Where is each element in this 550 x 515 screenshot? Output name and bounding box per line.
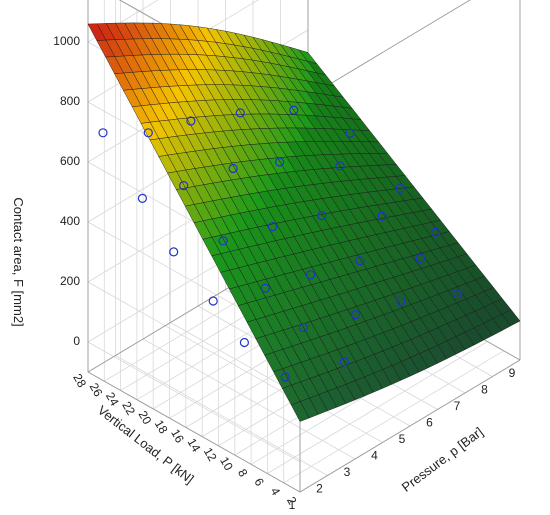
surface-mesh (87, 22, 521, 422)
data-point (452, 289, 462, 299)
grid-line-y-floor (283, 350, 504, 484)
data-point (396, 296, 406, 306)
x-tick-label: 2 (316, 482, 323, 496)
data-point (208, 296, 218, 306)
data-point (431, 227, 441, 237)
grid-line-x-floor (170, 322, 383, 443)
data-point (275, 157, 285, 167)
data-point (218, 236, 228, 246)
data-point (335, 161, 345, 171)
data-point (228, 163, 238, 174)
data-point (239, 337, 249, 348)
data-point (289, 105, 299, 115)
y-tick-label: 28 (70, 371, 89, 390)
grid-line-x-floor (115, 355, 328, 476)
y-tick-label: 8 (235, 466, 251, 479)
y-tick-label: 16 (168, 427, 187, 446)
x-tick-label: 7 (454, 399, 461, 413)
data-point (415, 253, 425, 264)
tick-labels: 0200400600800100012001234567892468101214… (53, 34, 516, 512)
data-point (280, 372, 290, 382)
y-tick-label: 14 (185, 436, 204, 455)
y-tick-label: 20 (136, 408, 155, 427)
y-tick-label: 24 (103, 390, 122, 409)
data-point (298, 322, 308, 332)
data-point (355, 256, 365, 266)
grid-line-z-left (87, 281, 301, 403)
y-tick-label: 18 (152, 418, 171, 437)
data-point (179, 181, 189, 191)
data-point (260, 283, 270, 293)
z-tick-label: 800 (60, 94, 80, 108)
x-tick-label: 5 (399, 432, 406, 446)
data-point (395, 183, 405, 193)
x-tick-label: 3 (344, 465, 351, 479)
data-point (267, 222, 278, 232)
data-point (351, 310, 361, 320)
box-edge (299, 359, 521, 493)
y-tick-label: 4 (268, 485, 284, 498)
x-tick-label: 8 (481, 383, 488, 397)
data-point (339, 357, 349, 367)
z-axis-title: Contact area, F [mm2] (11, 197, 26, 326)
data-point (186, 116, 196, 126)
x-tick-label: 6 (426, 416, 433, 430)
data-point (98, 128, 108, 138)
z-tick-label: 400 (60, 214, 80, 228)
x-tick-label: 9 (509, 366, 516, 380)
data-point (317, 210, 327, 221)
grid-line-x-floor (142, 338, 356, 460)
y-tick-label: 10 (217, 454, 236, 473)
data-point (377, 211, 387, 221)
x-tick-label: 4 (371, 449, 378, 463)
box-edge (299, 0, 471, 103)
y-tick-label: 22 (119, 399, 138, 418)
z-tick-label: 0 (73, 334, 80, 348)
box-edge (87, 371, 301, 493)
data-point (345, 128, 355, 138)
data-point (169, 247, 179, 257)
data-point (143, 128, 153, 138)
grid-line-y-floor (267, 341, 488, 474)
grid-line-z-left (87, 341, 301, 463)
y-tick-label: 6 (251, 476, 267, 489)
data-points (98, 105, 462, 382)
data-point (235, 108, 245, 118)
data-point (137, 193, 147, 203)
x-axis-title: Pressure, p [Bar] (399, 424, 486, 495)
grid-line-z-back (87, 0, 159, 43)
z-tick-label: 200 (60, 274, 80, 288)
x-tick-label: 1 (289, 498, 296, 512)
y-tick-label: 12 (201, 445, 220, 464)
data-point (306, 270, 316, 280)
z-tick-label: 1000 (53, 34, 80, 48)
surface-cell (501, 309, 521, 327)
z-tick-label: 600 (60, 154, 80, 168)
y-tick-label: 26 (87, 381, 106, 400)
